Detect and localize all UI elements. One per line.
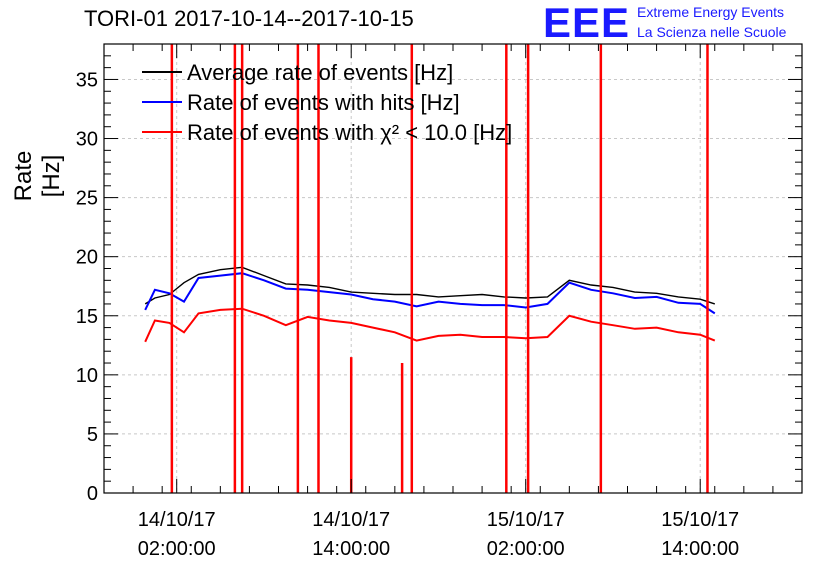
axes: 0 5 10 15 20 25 30 35 14/10/17 02:00:00 14/10/17 14… <box>76 43 803 560</box>
x-tick-label-date: 15/10/17 <box>487 509 565 531</box>
y-tick-label: 5 <box>87 424 98 446</box>
x-tick-label-time: 02:00:00 <box>487 538 565 560</box>
eee-logo: EEE <box>543 0 631 46</box>
y-tick-label: 20 <box>76 247 98 269</box>
average-rate-line <box>144 266 716 305</box>
hits-rate-line <box>144 272 716 315</box>
logo-subtitle-line1: Extreme Energy Events <box>637 4 785 20</box>
x-tick-label-date: 14/10/17 <box>138 509 216 531</box>
legend-label: Rate of events with hits [Hz] <box>187 90 460 115</box>
spike-lines <box>170 44 709 493</box>
x-tick-label-date: 14/10/17 <box>312 509 390 531</box>
y-tick-label: 10 <box>76 365 98 387</box>
x-tick-label-date: 15/10/17 <box>661 509 739 531</box>
x-tick-label-time: 02:00:00 <box>138 538 216 560</box>
legend: Average rate of events [Hz] Rate of event… <box>142 60 512 145</box>
y-tick-label: 25 <box>76 188 98 210</box>
logo-subtitle-line2: La Scienza nelle Scuole <box>637 24 787 40</box>
series-group <box>144 266 716 343</box>
chi2-rate-line <box>144 307 716 343</box>
x-tick-label-time: 14:00:00 <box>661 538 739 560</box>
y-tick-label: 15 <box>76 306 98 328</box>
y-tick-label: 0 <box>87 483 98 505</box>
chart-title: TORI-01 2017-10-14--2017-10-15 <box>84 6 414 31</box>
x-tick-label-time: 14:00:00 <box>312 538 390 560</box>
legend-label: Average rate of events [Hz] <box>187 60 453 85</box>
legend-label: Rate of events with χ² < 10.0 [Hz] <box>187 120 512 145</box>
y-tick-label: 30 <box>76 129 98 151</box>
y-tick-label: 35 <box>76 69 98 91</box>
